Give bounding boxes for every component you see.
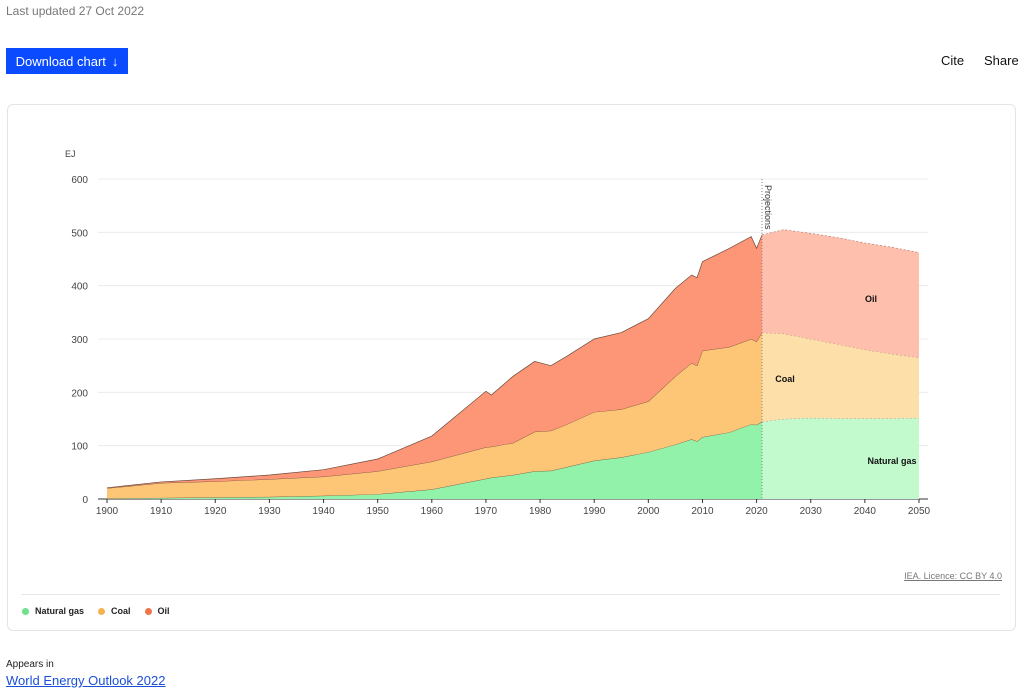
x-tick-label: 1950 xyxy=(367,506,390,517)
x-tick-label: 1920 xyxy=(204,506,227,517)
legend-dot xyxy=(22,607,29,615)
x-tick-label: 1990 xyxy=(583,506,606,517)
y-tick-label: 500 xyxy=(71,228,88,239)
area-natural-gas-projection xyxy=(762,417,919,499)
y-tick-label: 200 xyxy=(71,388,88,399)
area-oil-projection xyxy=(762,229,919,358)
licence-link[interactable]: IEA. Licence: CC BY 4.0 xyxy=(904,571,1002,581)
area-natural-gas-historical xyxy=(107,421,763,499)
chart-card xyxy=(7,104,1016,631)
legend: Natural gas Coal Oil xyxy=(22,606,170,616)
line-oil-historical xyxy=(106,234,763,489)
divider xyxy=(21,594,1000,595)
legend-item-oil[interactable]: Oil xyxy=(144,606,170,616)
appears-in-label: Appears in xyxy=(6,659,54,670)
share-link[interactable]: Share xyxy=(984,53,1019,68)
x-tick-label: 1930 xyxy=(258,506,281,517)
x-tick-label: 2010 xyxy=(691,506,714,517)
arrow-down-icon: ↓ xyxy=(111,53,119,69)
annotation-label: Oil xyxy=(865,294,877,304)
legend-label: Oil xyxy=(157,606,170,616)
projection-label: Projections xyxy=(763,185,773,230)
area-oil-historical xyxy=(107,235,763,489)
x-tick-label: 1980 xyxy=(529,506,552,517)
y-tick-label: 300 xyxy=(71,335,88,346)
x-tick-label: 2050 xyxy=(908,506,931,517)
area-coal-historical xyxy=(107,332,763,499)
x-tick-label: 2040 xyxy=(854,506,877,517)
y-tick-label: 100 xyxy=(71,442,88,453)
y-tick-label: 600 xyxy=(71,175,88,186)
x-tick-label: 2020 xyxy=(745,506,768,517)
legend-item-natural-gas[interactable]: Natural gas xyxy=(22,606,84,616)
annotation-label: Natural gas xyxy=(867,456,916,466)
line-oil-projection xyxy=(761,229,920,253)
y-tick-label: 400 xyxy=(71,282,88,293)
legend-label: Natural gas xyxy=(35,606,85,616)
legend-dot xyxy=(98,607,106,615)
legend-label: Coal xyxy=(111,606,131,616)
x-tick-label: 1900 xyxy=(96,506,119,517)
x-tick-label: 2000 xyxy=(637,506,660,517)
publication-link[interactable]: World Energy Outlook 2022 xyxy=(6,673,166,688)
line-natural-gas-projection xyxy=(761,417,920,423)
area-coal-projection xyxy=(762,332,919,422)
x-tick-label: 2030 xyxy=(800,506,823,517)
last-updated: Last updated 27 Oct 2022 xyxy=(6,4,145,18)
x-tick-label: 1940 xyxy=(312,506,335,517)
x-tick-label: 1910 xyxy=(150,506,173,517)
cite-link[interactable]: Cite xyxy=(941,53,965,68)
x-tick-label: 1970 xyxy=(475,506,498,517)
y-axis-label: EJ xyxy=(65,149,76,159)
legend-dot xyxy=(144,607,152,615)
y-tick-label: 0 xyxy=(82,495,88,506)
download-label: Download chart xyxy=(15,53,106,69)
annotation-label: Coal xyxy=(775,374,795,384)
download-chart-button[interactable]: Download chart ↓ xyxy=(6,48,128,74)
x-tick-label: 1960 xyxy=(421,506,444,517)
legend-item-coal[interactable]: Coal xyxy=(98,606,131,616)
